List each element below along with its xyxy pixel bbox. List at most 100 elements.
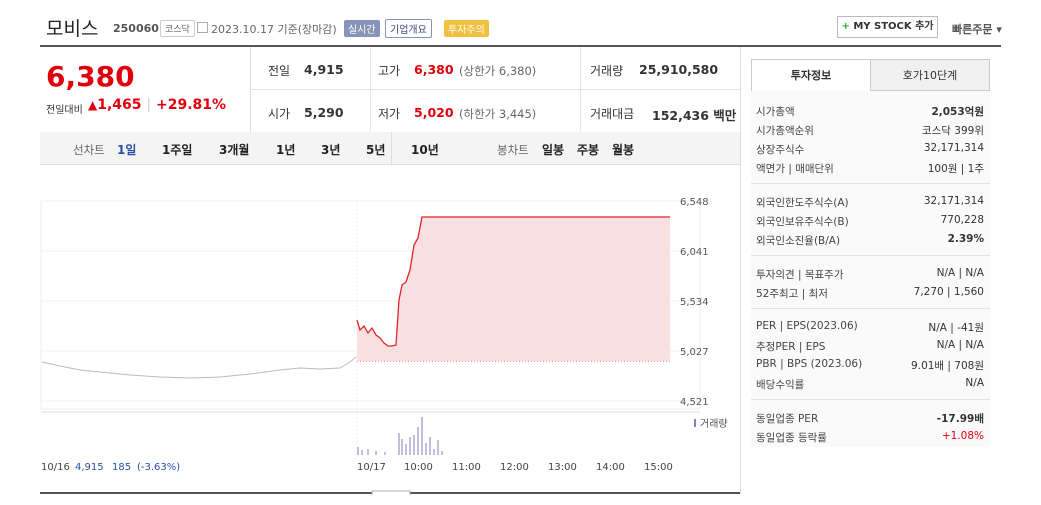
price-area bbox=[357, 217, 670, 361]
stat-value: 25,910,580 bbox=[639, 62, 719, 77]
mystock-label: MY STOCK 추가 bbox=[853, 21, 934, 32]
date-value: 2023.10.17 bbox=[211, 23, 274, 36]
quick-order[interactable]: 빠른주문 ▾ bbox=[952, 23, 1002, 36]
volume-legend-swatch bbox=[694, 419, 696, 427]
tab-divider bbox=[391, 132, 392, 164]
stat-label: 거래량 bbox=[590, 64, 624, 78]
period-tab[interactable]: 1년 bbox=[276, 143, 296, 157]
current-price: 6,380 bbox=[46, 60, 135, 93]
info-value: 2.39% bbox=[947, 233, 984, 245]
x-tick-label: 11:00 bbox=[452, 462, 481, 473]
info-label: 동일업종 PER bbox=[756, 413, 819, 425]
tag-realtime[interactable]: 실시간 bbox=[344, 20, 380, 37]
info-value: 7,270 | 1,560 bbox=[913, 286, 984, 298]
invest-tab[interactable]: 투자정보 bbox=[751, 59, 871, 91]
info-value: N/A | N/A bbox=[936, 267, 984, 279]
candle-tab[interactable]: 월봉 bbox=[612, 143, 635, 157]
stat-value: 5,020 bbox=[414, 105, 454, 120]
info-value: N/A | -41원 bbox=[928, 322, 984, 334]
stat-value: 5,290 bbox=[304, 105, 344, 120]
stats-divider bbox=[250, 89, 740, 90]
info-label: 액면가 | 매매단위 bbox=[756, 163, 834, 175]
volume-bars bbox=[357, 417, 443, 455]
stat-value: 6,380 bbox=[414, 62, 454, 77]
tag-warning: 투자주의 bbox=[444, 20, 489, 37]
y-tick-label: 6,548 bbox=[680, 197, 709, 208]
info-label: 배당수익률 bbox=[756, 379, 805, 391]
x-tick-label: 13:00 bbox=[548, 462, 577, 473]
market-tag: 코스닥 bbox=[160, 20, 195, 37]
stat-col-divider bbox=[580, 47, 581, 132]
info-value: 100원 | 1주 bbox=[927, 163, 984, 175]
candle-tab[interactable]: 일봉 bbox=[542, 143, 565, 157]
info-value: 770,228 bbox=[940, 214, 984, 226]
panel-divider bbox=[740, 47, 741, 493]
info-value: 9.01배 | 708원 bbox=[911, 360, 984, 372]
candle-chart-label: 봉차트 bbox=[497, 143, 529, 157]
stock-code: 250060 bbox=[113, 22, 159, 35]
change-rate: +29.81% bbox=[156, 97, 227, 113]
change-value: 1,465 bbox=[97, 97, 142, 113]
stat-label: 전일 bbox=[268, 64, 291, 78]
stat-note: (하한가 3,445) bbox=[459, 107, 537, 121]
period-tab[interactable]: 3개월 bbox=[219, 143, 250, 157]
stat-note: (상한가 6,380) bbox=[459, 64, 537, 78]
chart-tab-bar bbox=[40, 132, 740, 165]
mystock-button[interactable]: + MY STOCK 추가 bbox=[837, 16, 938, 38]
section-divider bbox=[751, 255, 990, 256]
section-divider bbox=[751, 308, 990, 309]
info-label: PBR | BPS (2023.06) bbox=[756, 358, 863, 370]
stock-name: 모비스 bbox=[46, 18, 99, 40]
prev-date: 10/16 bbox=[41, 462, 70, 473]
stat-label: 시가 bbox=[268, 107, 291, 121]
info-value: 32,171,314 bbox=[923, 195, 984, 207]
orderbook-tab[interactable]: 호가10단계 bbox=[870, 59, 990, 91]
date-basis: 기준(장마감) bbox=[277, 23, 337, 36]
prev-close: 4,915 bbox=[75, 462, 104, 473]
info-label: 동일업종 등락률 bbox=[756, 432, 827, 444]
info-value: 2,053억원 bbox=[931, 106, 984, 118]
info-label: 외국인보유주식수(B) bbox=[756, 216, 849, 228]
period-tab[interactable]: 3년 bbox=[321, 143, 341, 157]
info-label: 추정PER | EPS bbox=[756, 341, 826, 353]
line-chart-label: 선차트 bbox=[73, 143, 105, 157]
stat-col-divider bbox=[370, 47, 371, 132]
price-chart: 6,548 6,041 5,534 5,027 4,521 거래량 10/16 4,915 18… bbox=[40, 197, 740, 495]
info-value: 32,171,314 bbox=[923, 142, 984, 154]
prev-rate: (-3.63%) bbox=[137, 462, 180, 473]
x-tick-label: 15:00 bbox=[644, 462, 673, 473]
info-label: 시가총액 bbox=[756, 106, 795, 118]
info-value: -17.99배 bbox=[936, 413, 984, 425]
info-label: 상장주식수 bbox=[756, 144, 805, 156]
candle-tab[interactable]: 주봉 bbox=[577, 143, 600, 157]
period-tab[interactable]: 1일 bbox=[117, 143, 137, 157]
section-divider bbox=[751, 183, 990, 184]
period-tab[interactable]: 1주일 bbox=[162, 143, 193, 157]
date: 2023.10.17 기준(장마감) bbox=[211, 21, 337, 37]
info-label: 외국인소진율(B/A) bbox=[756, 235, 841, 247]
x-tick-label: 10:00 bbox=[404, 462, 433, 473]
collapse-button[interactable] bbox=[371, 490, 411, 495]
header-divider bbox=[40, 45, 1001, 47]
prev-day-line bbox=[41, 356, 357, 379]
x-tick-label: 14:00 bbox=[596, 462, 625, 473]
info-label: 외국인한도주식수(A) bbox=[756, 197, 849, 209]
stat-value: 152,436 백만 bbox=[652, 108, 737, 123]
info-value: N/A | N/A bbox=[936, 339, 984, 351]
y-tick-label: 5,534 bbox=[680, 297, 709, 308]
info-value: 코스닥 399위 bbox=[921, 125, 984, 137]
info-label: 시가총액순위 bbox=[756, 125, 814, 137]
stat-label: 거래대금 bbox=[590, 107, 635, 121]
stat-label: 고가 bbox=[378, 64, 401, 78]
x-tick-label: 12:00 bbox=[500, 462, 529, 473]
y-tick-label: 5,027 bbox=[680, 347, 709, 358]
y-tick-label: 6,041 bbox=[680, 247, 709, 258]
prev-change-arrow: 185 bbox=[112, 462, 131, 473]
calendar-icon bbox=[197, 22, 208, 33]
tag-company[interactable]: 기업개요 bbox=[385, 19, 432, 38]
info-label: PER | EPS(2023.06) bbox=[756, 320, 858, 332]
y-tick-label: 4,521 bbox=[680, 397, 709, 408]
period-tab[interactable]: 5년 bbox=[366, 143, 386, 157]
change-label: 전일대비 bbox=[46, 105, 83, 116]
period-tab[interactable]: 10년 bbox=[411, 143, 439, 157]
